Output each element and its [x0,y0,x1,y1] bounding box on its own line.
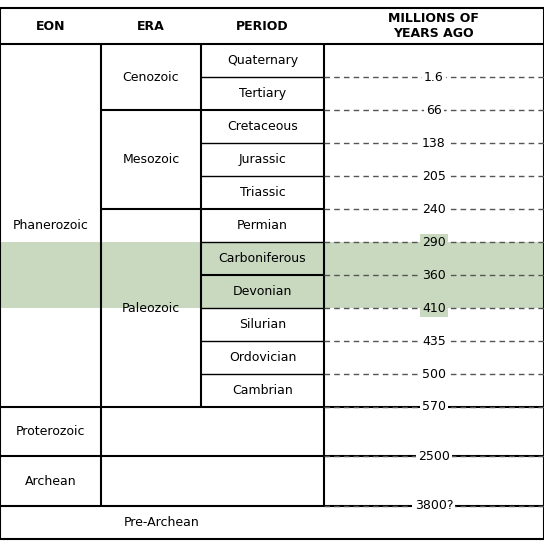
Text: Mesozoic: Mesozoic [122,153,180,166]
Text: 3800?: 3800? [415,499,453,513]
Bar [0,275,544,308]
Text: Quaternary: Quaternary [227,55,298,67]
Text: 360: 360 [422,269,446,282]
Text: Carboniferous: Carboniferous [219,252,306,265]
Text: ERA: ERA [137,20,165,33]
Text: 1.6: 1.6 [424,71,444,84]
Text: Silurian: Silurian [239,318,286,331]
Text: MILLIONS OF
YEARS AGO: MILLIONS OF YEARS AGO [388,13,479,40]
Text: Phanerozoic: Phanerozoic [13,219,88,232]
Text: Cenozoic: Cenozoic [122,71,180,84]
Text: Proterozoic: Proterozoic [16,425,85,438]
Text: 205: 205 [422,170,446,183]
Text: 66: 66 [426,104,442,117]
Text: EON: EON [35,20,65,33]
Text: 2500: 2500 [418,450,450,463]
Text: 290: 290 [422,236,446,249]
Text: 240: 240 [422,203,446,216]
Text: Permian: Permian [237,219,288,232]
Text: Paleozoic: Paleozoic [122,301,180,315]
Text: Cambrian: Cambrian [232,384,293,397]
Text: 138: 138 [422,137,446,150]
Text: 500: 500 [422,368,446,381]
Text: Jurassic: Jurassic [238,153,287,166]
Text: Devonian: Devonian [233,285,292,298]
Text: Tertiary: Tertiary [239,88,286,101]
Text: Pre-Archean: Pre-Archean [124,516,200,529]
Text: Cretaceous: Cretaceous [227,120,298,133]
Text: Archean: Archean [24,475,76,487]
Text: Triassic: Triassic [239,187,286,199]
Text: 570: 570 [422,400,446,414]
Bar [0,242,544,275]
Text: Ordovician: Ordovician [229,351,296,364]
Text: 410: 410 [422,301,446,315]
Text: PERIOD: PERIOD [236,20,289,33]
Text: 435: 435 [422,335,446,347]
